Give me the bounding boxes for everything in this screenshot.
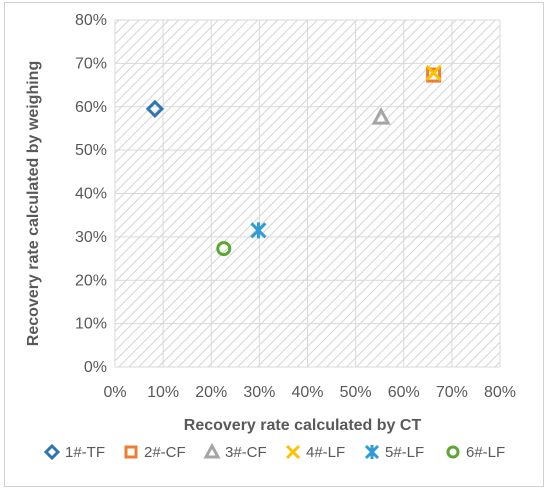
legend-marker — [43, 443, 61, 461]
y-tick-label: 0% — [84, 359, 107, 376]
legend: 1#-TF 2#-CF 3#-CF 4#-LF 5#-LF 6#-LF — [43, 442, 505, 461]
x-tick-label: 30% — [243, 384, 275, 401]
legend-marker — [124, 445, 138, 459]
x-tick-label: 20% — [195, 384, 227, 401]
y-tick-label: 40% — [75, 186, 107, 203]
y-tick-label: 50% — [75, 142, 107, 159]
data-point — [216, 241, 232, 257]
legend-label: 2#-CF — [144, 444, 186, 461]
x-axis-title: Recovery rate calculated by CT — [184, 417, 422, 434]
legend-marker — [364, 444, 380, 460]
legend-item: 3#-CF — [203, 442, 267, 461]
y-tick-label: 10% — [75, 316, 107, 333]
legend-marker — [446, 445, 460, 459]
y-axis-ticks: 0% 10% 20% 30% 40% 50% 60% 70% 80% — [75, 12, 107, 376]
x-tick-label: 40% — [291, 384, 323, 401]
y-tick-label: 70% — [75, 55, 107, 72]
x-tick-label: 0% — [103, 384, 126, 401]
legend-item: 1#-TF — [43, 443, 105, 461]
legend-label: 5#-LF — [385, 444, 424, 461]
y-axis-title: Recovery rate calculated by weighing — [25, 61, 42, 346]
legend-label: 3#-CF — [225, 444, 267, 461]
x-tick-label: 60% — [388, 384, 420, 401]
legend-label: 6#-LF — [466, 444, 505, 461]
y-tick-label: 20% — [75, 272, 107, 289]
legend-item: 2#-CF — [124, 444, 186, 461]
x-tick-label: 80% — [484, 384, 516, 401]
legend-item: 4#-LF — [285, 444, 345, 461]
data-point — [425, 64, 442, 81]
y-tick-label: 80% — [75, 12, 107, 29]
y-tick-label: 60% — [75, 99, 107, 116]
data-point — [145, 99, 165, 119]
data-point — [426, 67, 442, 83]
legend-label: 4#-LF — [306, 444, 345, 461]
legend-item: 5#-LF — [364, 444, 424, 461]
x-axis-ticks: 0% 10% 20% 30% 40% 50% 60% 70% 80% — [103, 384, 516, 401]
x-tick-label: 10% — [147, 384, 179, 401]
data-point — [250, 222, 267, 239]
legend-label: 1#-TF — [65, 444, 105, 461]
data-points — [145, 64, 442, 257]
x-tick-label: 70% — [436, 384, 468, 401]
legend-marker — [203, 442, 221, 459]
y-tick-label: 30% — [75, 229, 107, 246]
legend-item: 6#-LF — [446, 444, 505, 461]
legend-marker — [285, 444, 301, 460]
x-tick-label: 50% — [340, 384, 372, 401]
gridlines — [114, 19, 501, 368]
data-point — [371, 106, 391, 125]
